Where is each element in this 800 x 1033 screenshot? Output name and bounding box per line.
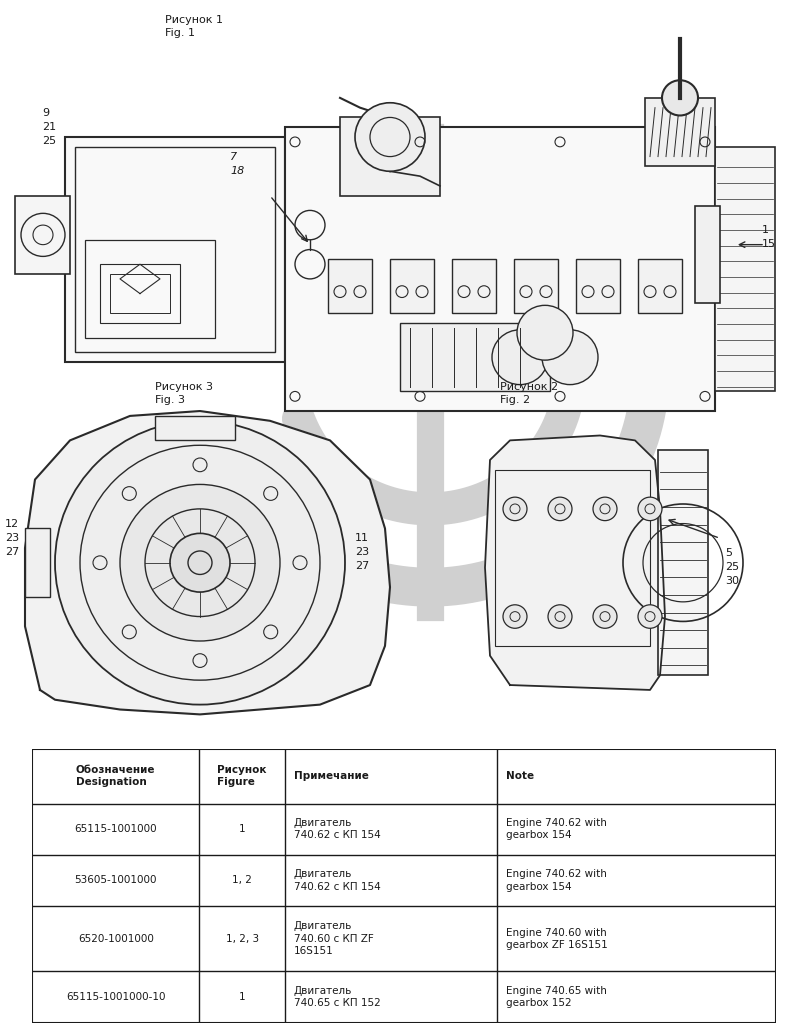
- Text: 1, 2, 3: 1, 2, 3: [226, 934, 258, 944]
- Circle shape: [638, 497, 662, 521]
- Bar: [340, 118, 440, 195]
- Text: Двигатель
740.62 с КП 154: Двигатель 740.62 с КП 154: [294, 818, 381, 841]
- Text: 65115-1001000: 65115-1001000: [74, 824, 157, 835]
- Text: Рисунок
Figure: Рисунок Figure: [218, 765, 267, 787]
- Circle shape: [503, 604, 527, 628]
- Bar: [15, 195, 70, 274]
- Text: 1
15: 1 15: [762, 225, 776, 249]
- Text: 1: 1: [239, 992, 246, 1002]
- Bar: [645, 98, 715, 166]
- Text: Engine 740.62 with
gearbox 154: Engine 740.62 with gearbox 154: [506, 870, 607, 891]
- Bar: [25, 529, 50, 597]
- Circle shape: [662, 81, 698, 116]
- Text: Engine 740.62 with
gearbox 154: Engine 740.62 with gearbox 154: [506, 818, 607, 841]
- Text: Примечание: Примечание: [294, 772, 369, 781]
- Circle shape: [593, 604, 617, 628]
- Circle shape: [548, 497, 572, 521]
- Text: 7
18: 7 18: [230, 152, 244, 176]
- Text: 1, 2: 1, 2: [232, 876, 252, 885]
- Circle shape: [638, 604, 662, 628]
- Circle shape: [542, 330, 598, 384]
- Text: Рисунок 1
Fig. 1: Рисунок 1 Fig. 1: [165, 14, 223, 38]
- Text: Двигатель
740.62 с КП 154: Двигатель 740.62 с КП 154: [294, 870, 381, 891]
- Text: 6520-1001000: 6520-1001000: [78, 934, 154, 944]
- Text: 11
23
27: 11 23 27: [355, 533, 370, 571]
- Circle shape: [517, 306, 573, 361]
- Text: 65115-1001000-10: 65115-1001000-10: [66, 992, 166, 1002]
- Bar: [390, 259, 434, 313]
- Bar: [576, 259, 620, 313]
- Polygon shape: [25, 411, 390, 715]
- Bar: [285, 127, 715, 411]
- Text: Engine 740.65 with
gearbox 152: Engine 740.65 with gearbox 152: [506, 985, 607, 1008]
- Bar: [400, 323, 550, 392]
- Text: 12
23
27: 12 23 27: [5, 519, 19, 557]
- Text: Рисунок 2
Fig. 2: Рисунок 2 Fig. 2: [500, 381, 558, 405]
- Text: Обозначение
Designation: Обозначение Designation: [76, 765, 155, 787]
- Circle shape: [503, 497, 527, 521]
- Polygon shape: [485, 436, 665, 690]
- Circle shape: [355, 102, 425, 171]
- Circle shape: [120, 484, 280, 641]
- Text: Engine 740.60 with
gearbox ZF 16S151: Engine 740.60 with gearbox ZF 16S151: [506, 928, 608, 950]
- Bar: [658, 450, 708, 676]
- Circle shape: [593, 497, 617, 521]
- Bar: [452, 259, 496, 313]
- Text: 5
25
30: 5 25 30: [725, 549, 739, 586]
- Bar: [85, 240, 215, 338]
- Bar: [495, 470, 650, 646]
- Text: Рисунок 3
Fig. 3: Рисунок 3 Fig. 3: [155, 381, 213, 405]
- Text: Двигатель
740.65 с КП 152: Двигатель 740.65 с КП 152: [294, 985, 381, 1008]
- Bar: [110, 274, 170, 313]
- Text: 1: 1: [239, 824, 246, 835]
- Circle shape: [55, 420, 345, 705]
- Bar: [715, 147, 775, 392]
- Bar: [75, 147, 275, 352]
- Bar: [638, 259, 682, 313]
- Circle shape: [548, 604, 572, 628]
- Circle shape: [492, 330, 548, 384]
- Text: 9
21
25: 9 21 25: [42, 107, 56, 146]
- Text: Note: Note: [506, 772, 534, 781]
- Text: Двигатель
740.60 с КП ZF
16S151: Двигатель 740.60 с КП ZF 16S151: [294, 921, 374, 957]
- Text: 53605-1001000: 53605-1001000: [74, 876, 157, 885]
- Bar: [328, 259, 372, 313]
- Bar: [65, 137, 285, 363]
- Circle shape: [170, 533, 230, 592]
- Bar: [100, 264, 180, 323]
- Bar: [695, 206, 720, 304]
- Bar: [155, 416, 235, 440]
- Bar: [514, 259, 558, 313]
